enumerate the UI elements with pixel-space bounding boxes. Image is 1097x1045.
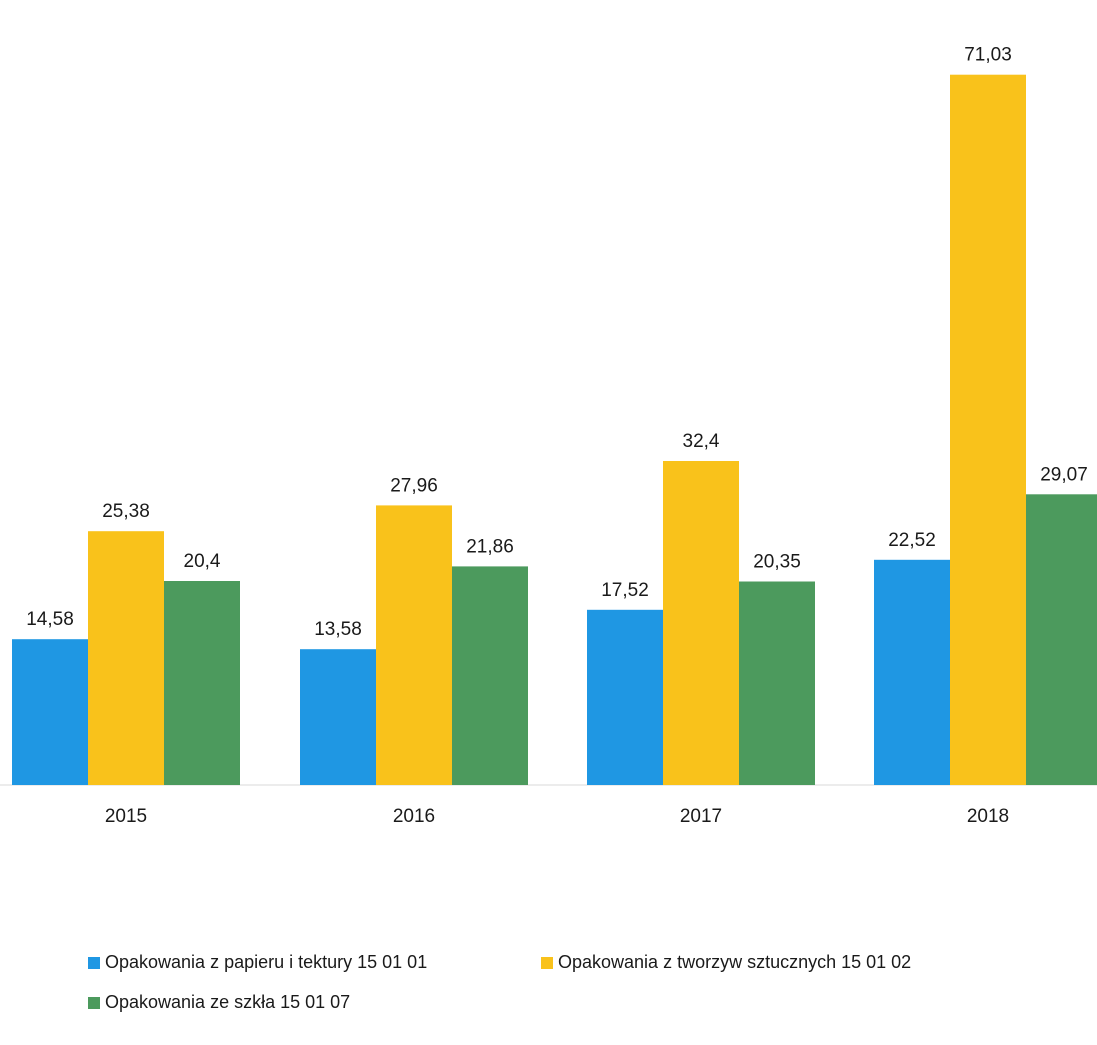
value-label-paper-2016: 13,58 (314, 619, 362, 640)
bar-plastic-2016 (376, 505, 452, 785)
bar-paper-2016 (300, 649, 376, 785)
value-label-glass-2017: 20,35 (753, 552, 801, 573)
bar-paper-2018 (874, 559, 950, 785)
value-labels-group: 14,58 25,38 20,4 13,58 27,96 21,86 17,52 32,4 20… (26, 45, 1088, 641)
value-label-paper-2017: 17,52 (601, 580, 649, 601)
legend-item-plastic: Opakowania z tworzyw sztucznych 15 01 02 (541, 952, 911, 973)
value-label-paper-2015: 14,58 (26, 609, 74, 630)
legend-swatch-plastic (541, 956, 553, 969)
bar-plastic-2017 (663, 461, 739, 785)
value-label-plastic-2016: 27,96 (390, 475, 438, 496)
legend-label-glass: Opakowania ze szkła 15 01 07 (105, 992, 351, 1012)
bar-paper-2015 (12, 639, 88, 785)
x-tick-label-2015: 2015 (105, 806, 147, 827)
value-label-glass-2015: 20,4 (184, 551, 221, 572)
bar-glass-2016 (452, 566, 528, 785)
legend-item-glass: Opakowania ze szkła 15 01 07 (88, 992, 350, 1013)
value-label-glass-2018: 29,07 (1040, 464, 1088, 485)
value-label-plastic-2017: 32,4 (683, 431, 720, 452)
legend-swatch-glass (88, 996, 100, 1009)
value-label-glass-2016: 21,86 (466, 536, 514, 557)
value-label-plastic-2018: 71,03 (964, 45, 1012, 66)
x-tick-label-2018: 2018 (967, 806, 1009, 827)
legend-label-paper: Opakowania z papieru i tektury 15 01 01 (105, 952, 428, 972)
legend-swatch-paper (88, 956, 100, 969)
bar-plastic-2015 (88, 531, 164, 785)
value-label-paper-2018: 22,52 (888, 530, 936, 551)
bar-paper-2017 (587, 609, 663, 785)
legend-label-plastic: Opakowania z tworzyw sztucznych 15 01 02 (558, 952, 912, 972)
value-label-plastic-2015: 25,38 (102, 501, 150, 522)
x-tick-labels-group: 2015 2016 2017 2018 (105, 806, 1009, 827)
x-tick-label-2016: 2016 (393, 806, 435, 827)
legend-item-paper: Opakowania z papieru i tektury 15 01 01 (88, 952, 427, 973)
x-tick-label-2017: 2017 (680, 806, 722, 827)
bar-glass-2018 (1026, 494, 1097, 785)
bars-group (12, 74, 1097, 785)
bar-glass-2015 (164, 581, 240, 785)
bar-glass-2017 (739, 581, 815, 785)
bar-plastic-2018 (950, 74, 1026, 785)
